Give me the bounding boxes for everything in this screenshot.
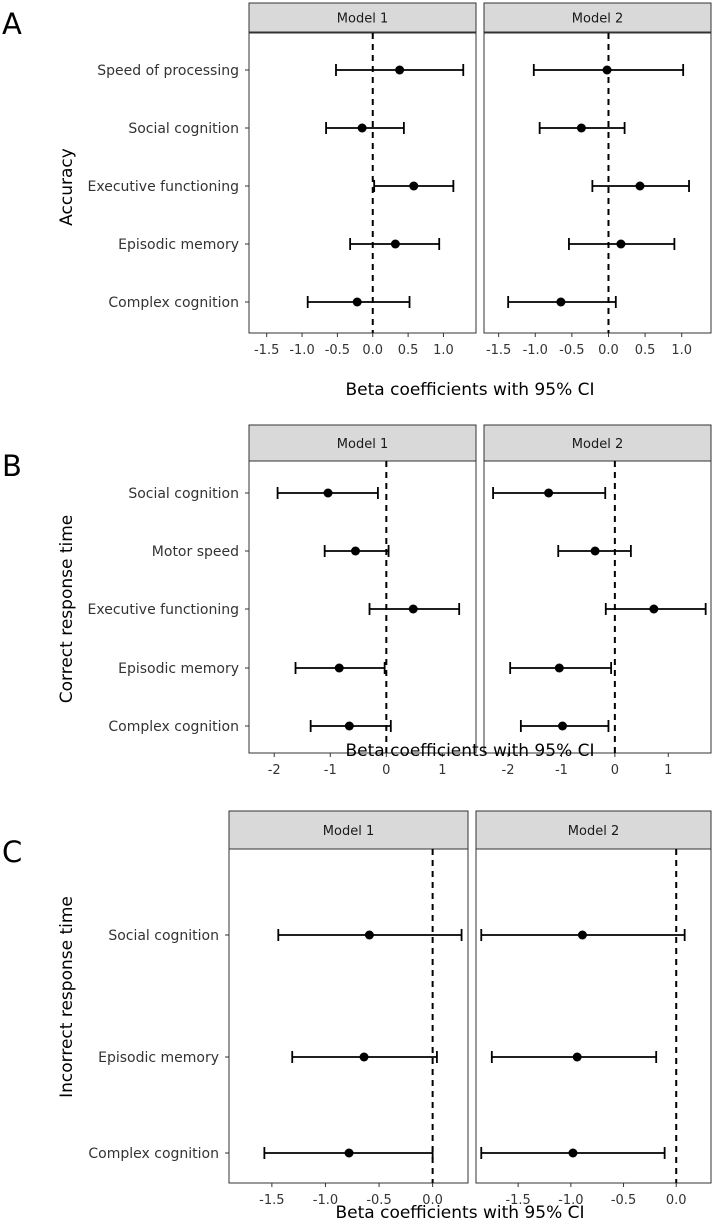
- category-label: Social cognition: [108, 928, 219, 944]
- facet-strip: [228, 810, 469, 850]
- plot-panel: [483, 32, 712, 334]
- category-label: Executive functioning: [88, 179, 239, 195]
- estimate-point: [334, 663, 344, 673]
- y-axis-title: Correct response time: [57, 515, 77, 703]
- x-tick-label: 1.0: [671, 343, 692, 358]
- estimate-point: [352, 297, 362, 307]
- x-axis-title: Beta coefficients with 95% CI: [335, 1203, 584, 1223]
- category-label: Motor speed: [152, 544, 239, 560]
- y-axis-title: Accuracy: [57, 148, 77, 226]
- estimate-point: [558, 721, 568, 731]
- estimate-point: [590, 546, 600, 556]
- category-label: Episodic memory: [98, 1050, 219, 1066]
- estimate-point: [577, 930, 587, 940]
- estimate-point: [408, 604, 418, 614]
- estimate-point: [344, 721, 354, 731]
- facet-title: Model 2: [572, 12, 623, 27]
- category-label: Executive functioning: [88, 602, 239, 618]
- category-label: Episodic memory: [118, 661, 239, 677]
- estimate-point: [649, 604, 659, 614]
- x-tick-label: 0.0: [362, 343, 383, 358]
- estimate-point: [390, 239, 400, 249]
- estimate-point: [323, 488, 333, 498]
- estimate-point: [568, 1148, 578, 1158]
- category-label: Social cognition: [128, 121, 239, 137]
- x-tick-label: -1: [324, 763, 337, 778]
- estimate-point: [364, 930, 374, 940]
- estimate-point: [635, 181, 645, 191]
- estimate-point: [572, 1052, 582, 1062]
- plot-panel: [483, 460, 712, 754]
- x-tick-label: 0.5: [398, 343, 419, 358]
- x-tick-label: 0: [611, 763, 619, 778]
- x-tick-label: 0.0: [598, 343, 619, 358]
- estimate-point: [409, 181, 419, 191]
- facet-strip: [483, 424, 712, 462]
- estimate-point: [616, 239, 626, 249]
- x-tick-label: -0.5: [325, 343, 350, 358]
- x-tick-label: 1.0: [433, 343, 454, 358]
- estimate-point: [344, 1148, 354, 1158]
- x-axis-title: Beta coefficients with 95% CI: [345, 380, 594, 400]
- facet-title: Model 1: [337, 12, 388, 27]
- x-tick-label: -1.5: [254, 343, 279, 358]
- x-tick-label: -1: [555, 763, 568, 778]
- estimate-point: [576, 123, 586, 133]
- facet-strip: [248, 2, 477, 33]
- x-tick-label: -1.5: [505, 1193, 530, 1208]
- plot-panel: [248, 32, 477, 334]
- estimate-point: [359, 1052, 369, 1062]
- facet-strip: [483, 2, 712, 33]
- category-label: Episodic memory: [118, 237, 239, 253]
- category-label: Complex cognition: [108, 719, 239, 735]
- estimate-point: [395, 65, 405, 75]
- estimate-point: [556, 297, 566, 307]
- x-tick-label: -2: [502, 763, 515, 778]
- category-label: Complex cognition: [88, 1146, 219, 1162]
- x-tick-label: -1.0: [289, 343, 314, 358]
- panel-label: A: [2, 7, 22, 41]
- estimate-point: [554, 663, 564, 673]
- facet-strip: [248, 424, 477, 462]
- estimate-point: [350, 546, 360, 556]
- x-tick-label: -0.5: [611, 1193, 636, 1208]
- x-axis-title: Beta coefficients with 95% CI: [345, 741, 594, 761]
- estimate-point: [602, 65, 612, 75]
- panel-label: C: [2, 835, 22, 869]
- x-tick-label: -1.5: [259, 1193, 284, 1208]
- facet-title: Model 1: [337, 437, 388, 452]
- plot-panel: [228, 848, 469, 1184]
- estimate-point: [544, 488, 554, 498]
- y-axis-title: Incorrect response time: [57, 896, 77, 1098]
- panel-label: B: [2, 449, 22, 483]
- facet-title: Model 2: [568, 824, 619, 839]
- x-tick-label: -1.5: [486, 343, 511, 358]
- x-tick-label: 0.5: [635, 343, 656, 358]
- x-tick-label: 0.0: [422, 1193, 443, 1208]
- category-label: Complex cognition: [108, 295, 239, 311]
- category-label: Social cognition: [128, 486, 239, 502]
- x-tick-label: 0.0: [666, 1193, 687, 1208]
- facet-title: Model 1: [323, 824, 374, 839]
- plot-panel: [248, 460, 477, 754]
- x-tick-label: 1: [664, 763, 672, 778]
- category-label: Speed of processing: [97, 63, 239, 79]
- estimate-point: [357, 123, 367, 133]
- x-tick-label: -0.5: [559, 343, 584, 358]
- x-tick-label: 0: [382, 763, 390, 778]
- x-tick-label: 1: [438, 763, 446, 778]
- x-tick-label: -2: [268, 763, 281, 778]
- plot-panel: [475, 848, 712, 1184]
- x-tick-label: -1.0: [523, 343, 548, 358]
- facet-title: Model 2: [572, 437, 623, 452]
- x-tick-label: -0.5: [366, 1193, 391, 1208]
- facet-strip: [475, 810, 712, 850]
- x-tick-label: -1.0: [313, 1193, 338, 1208]
- x-tick-label: -1.0: [558, 1193, 583, 1208]
